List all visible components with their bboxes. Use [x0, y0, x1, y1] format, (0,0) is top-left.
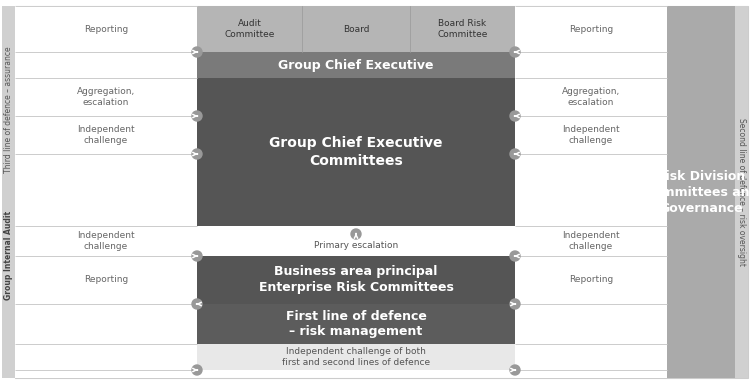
Bar — [515, 6, 667, 378]
Text: Primary escalation: Primary escalation — [314, 242, 398, 250]
Bar — [15, 6, 197, 378]
Text: Independent
challenge: Independent challenge — [77, 125, 135, 145]
Text: Business area principal
Enterprise Risk Committees: Business area principal Enterprise Risk … — [259, 265, 454, 295]
Text: Reporting: Reporting — [568, 25, 614, 33]
Bar — [2, 6, 15, 378]
Text: Independent
challenge: Independent challenge — [562, 125, 620, 145]
Text: Audit
Committee: Audit Committee — [224, 19, 274, 39]
Text: Independent challenge of both
first and second lines of defence: Independent challenge of both first and … — [282, 347, 430, 367]
Text: Reporting: Reporting — [84, 25, 128, 33]
Bar — [667, 6, 735, 378]
Circle shape — [351, 229, 361, 239]
Text: Group Internal Audit: Group Internal Audit — [4, 211, 13, 300]
Bar — [197, 6, 515, 52]
Circle shape — [192, 251, 202, 261]
Text: Aggregation,
escalation: Aggregation, escalation — [76, 87, 135, 107]
Circle shape — [192, 47, 202, 57]
Circle shape — [510, 299, 520, 309]
Circle shape — [192, 149, 202, 159]
Text: Reporting: Reporting — [568, 275, 614, 285]
Circle shape — [192, 299, 202, 309]
Bar — [197, 256, 515, 304]
Bar — [197, 344, 515, 370]
Text: Reporting: Reporting — [84, 275, 128, 285]
Circle shape — [192, 111, 202, 121]
Text: Board Risk
Committee: Board Risk Committee — [437, 19, 488, 39]
Circle shape — [510, 251, 520, 261]
Bar — [197, 78, 515, 226]
Text: First line of defence
– risk management: First line of defence – risk management — [286, 310, 427, 339]
Text: Second line of defence – risk oversight: Second line of defence – risk oversight — [737, 118, 746, 266]
Text: Third line of defence – assurance: Third line of defence – assurance — [4, 47, 13, 174]
Text: Group Chief Executive
Committees: Group Chief Executive Committees — [269, 136, 442, 168]
Circle shape — [510, 149, 520, 159]
Text: Group Chief Executive: Group Chief Executive — [278, 58, 434, 71]
Circle shape — [510, 47, 520, 57]
Circle shape — [510, 111, 520, 121]
Text: Independent
challenge: Independent challenge — [562, 231, 620, 251]
Bar — [735, 6, 748, 378]
Text: Board: Board — [343, 25, 369, 33]
Circle shape — [192, 365, 202, 375]
Text: Risk Division
Committees and
Governance: Risk Division Committees and Governance — [644, 169, 750, 215]
Circle shape — [510, 365, 520, 375]
Bar — [197, 52, 515, 78]
Text: Aggregation,
escalation: Aggregation, escalation — [562, 87, 620, 107]
Text: Independent
challenge: Independent challenge — [77, 231, 135, 251]
Bar — [197, 304, 515, 344]
